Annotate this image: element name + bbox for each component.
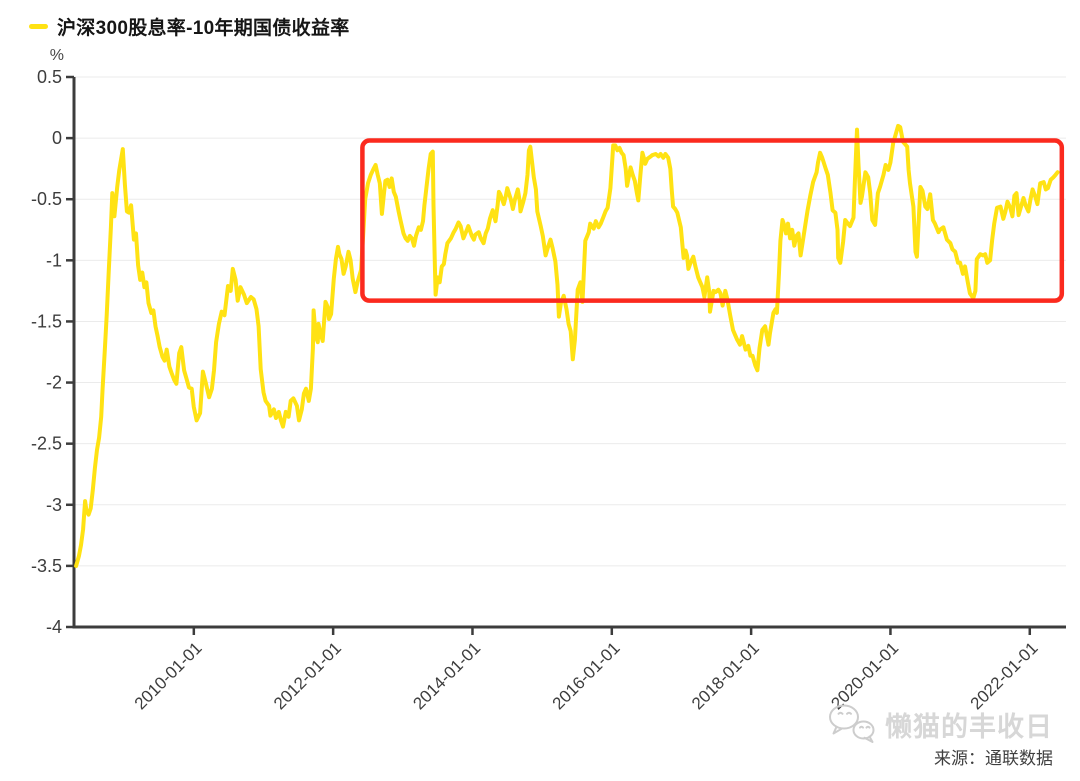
source-label: 来源：通联数据 <box>934 749 1053 768</box>
y-tick-label: 0.5 <box>37 67 62 87</box>
x-tick-label: 2016-01-01 <box>549 638 624 713</box>
y-tick-label: 0 <box>52 128 62 148</box>
watermark-row: 懒猫的丰收日 <box>827 703 1053 745</box>
y-tick-label: -1 <box>46 250 62 270</box>
x-tick-label: 2012-01-01 <box>270 638 345 713</box>
legend-label: 沪深300股息率-10年期国债收益率 <box>57 18 350 39</box>
y-tick-label: -0.5 <box>31 189 62 209</box>
x-tick-label: 2018-01-01 <box>688 638 763 713</box>
legend-marker-icon <box>29 24 48 29</box>
x-tick-label: 2010-01-01 <box>131 638 206 713</box>
gridlines <box>74 76 1066 628</box>
series-line <box>74 123 1060 568</box>
wechat-icon <box>829 704 875 743</box>
x-tick-label: 2014-01-01 <box>409 638 484 713</box>
y-tick-label: -2 <box>46 373 62 393</box>
y-tick-label: -4 <box>46 617 62 637</box>
watermark: 懒猫的丰收日 来源：通联数据 <box>827 703 1053 769</box>
y-tick-label: -3 <box>46 495 62 515</box>
axes <box>66 75 1066 635</box>
y-axis-tick-labels: 0.5 0 -0.5 -1 -1.5 -2 -2.5 -3 -3.5 -4 <box>31 67 62 637</box>
y-axis-unit-label: % <box>50 47 64 64</box>
annotation-box <box>360 138 1065 303</box>
axis-line <box>72 77 1066 629</box>
y-tick-label: -1.5 <box>31 311 62 331</box>
y-tick-label: -2.5 <box>31 434 62 454</box>
watermark-text: 懒猫的丰收日 <box>885 711 1053 742</box>
legend-item[interactable]: 沪深300股息率-10年期国债收益率 <box>29 13 350 40</box>
y-tick-label: -3.5 <box>31 556 62 576</box>
